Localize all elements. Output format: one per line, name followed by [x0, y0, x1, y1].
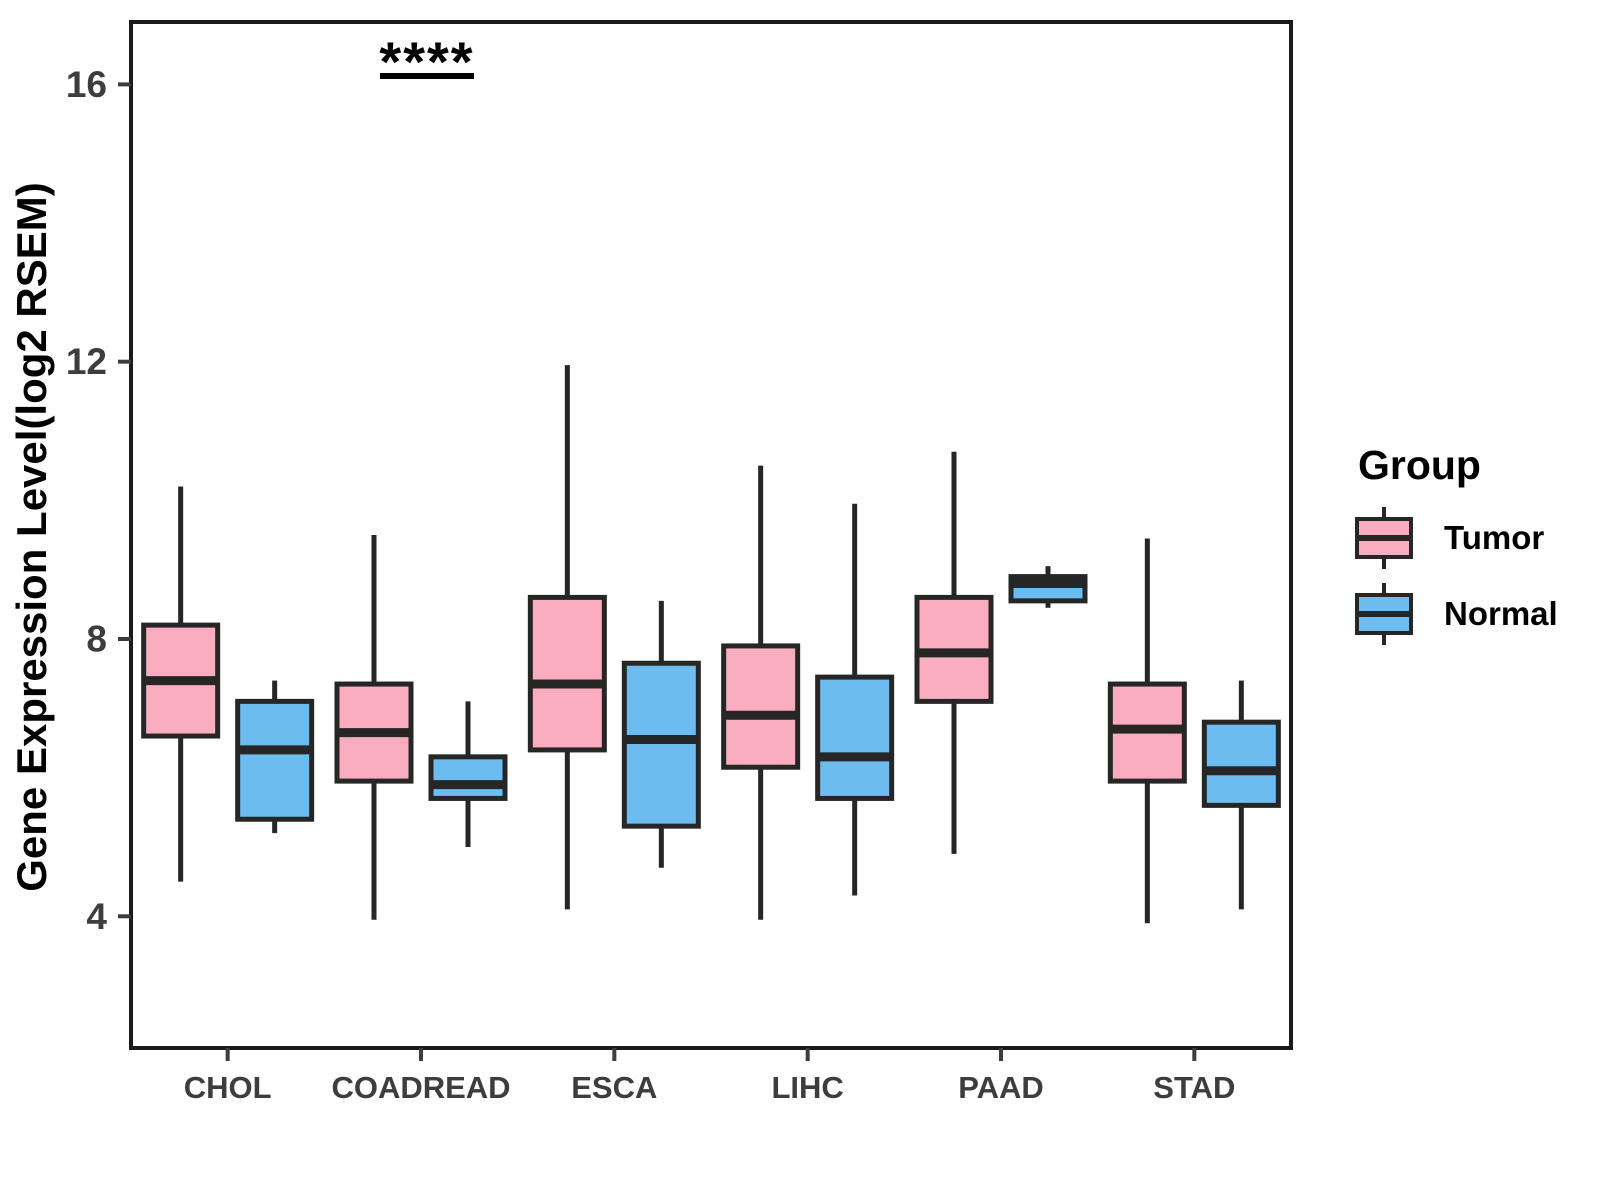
- legend-entry-normal: Normal: [1352, 581, 1558, 647]
- legend-label-normal: Normal: [1444, 595, 1558, 632]
- y-tick-label: 12: [66, 341, 107, 382]
- x-category-label: ESCA: [571, 1070, 657, 1105]
- x-category-label: PAAD: [958, 1070, 1044, 1105]
- x-category-label: STAD: [1153, 1070, 1235, 1105]
- x-category-label: CHOL: [184, 1070, 272, 1105]
- y-tick-label: 4: [86, 896, 107, 937]
- box-normal-CHOL: [235, 698, 315, 822]
- box-normal-COADREAD: [428, 754, 508, 801]
- y-tick-label: 16: [66, 64, 107, 105]
- legend-label-tumor: Tumor: [1444, 519, 1545, 556]
- legend-entry-tumor: Tumor: [1352, 505, 1558, 571]
- boxplot-key-tumor-icon: [1355, 507, 1413, 569]
- boxplot-key-normal-icon: [1355, 583, 1413, 645]
- y-tick-label: 8: [86, 618, 107, 659]
- legend-title: Group: [1358, 442, 1481, 488]
- x-category-label: LIHC: [772, 1070, 844, 1105]
- box-normal-ESCA: [621, 660, 701, 829]
- y-axis-title: Gene Expression Level(log2 RSEM): [8, 182, 55, 892]
- box-normal-STAD: [1201, 719, 1281, 808]
- box-normal-LIHC: [815, 674, 895, 801]
- box-tumor-ESCA: [527, 594, 607, 753]
- x-category-label: COADREAD: [331, 1070, 510, 1105]
- significance-stars: ****: [379, 30, 474, 93]
- legend: Group Tumor Normal: [1352, 442, 1558, 657]
- plot-panel: [129, 20, 1293, 1050]
- box-tumor-LIHC: [721, 643, 801, 770]
